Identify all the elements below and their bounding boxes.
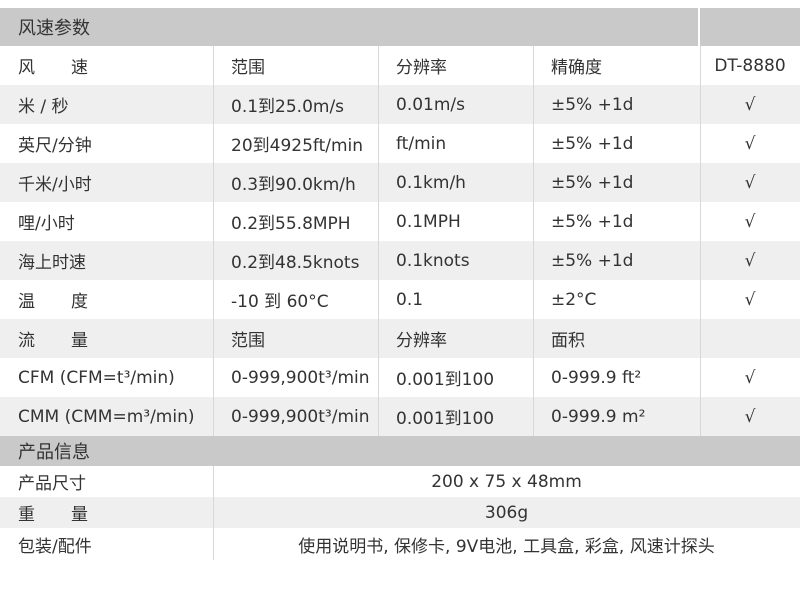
table-cell: 千米/小时: [0, 163, 213, 202]
column-divider: [378, 46, 379, 436]
column-divider: [213, 466, 214, 560]
table-cell: 范围: [213, 319, 378, 358]
table-cell: 0.1: [396, 289, 424, 310]
section-header-end: [700, 8, 800, 46]
table-cell: √: [700, 85, 800, 124]
table-cell: 0-999.9 ft²: [551, 367, 642, 388]
table-cell: √: [744, 133, 756, 154]
table-cell: 分辨率: [396, 58, 447, 78]
table-cell: ±5% +1d: [533, 163, 700, 202]
table-cell: 0.1knots: [378, 241, 533, 280]
table-cell: ±5% +1d: [533, 85, 700, 124]
table-cell: 英尺/分钟: [18, 136, 92, 156]
table-cell: 哩/小时: [18, 214, 75, 234]
table-cell: 米 / 秒: [0, 85, 213, 124]
table-cell: 产品尺寸: [18, 474, 86, 494]
table-cell: √: [700, 163, 800, 202]
table-cell: 精确度: [551, 58, 602, 78]
table-cell: 0.1到25.0m/s: [213, 85, 378, 124]
column-divider: [533, 46, 534, 436]
table-cell: 范围: [231, 58, 265, 78]
table-cell: 0-999.9 m²: [533, 397, 700, 436]
table-cell: 0.1km/h: [378, 163, 533, 202]
table-cell: √: [744, 211, 756, 232]
table-cell: 0.2到55.8MPH: [231, 214, 351, 234]
table-cell: ±5% +1d: [551, 211, 634, 232]
column-divider: [700, 46, 701, 436]
table-cell: ±5% +1d: [551, 133, 634, 154]
table-cell: 20到4925ft/min: [231, 136, 364, 156]
table-cell: 200 x 75 x 48mm: [431, 471, 582, 492]
table-cell: 0.01m/s: [378, 85, 533, 124]
table-cell: √: [744, 289, 756, 310]
table-cell: 面积: [533, 319, 700, 358]
table-cell: 0.001到100: [378, 397, 533, 436]
table-cell: CMM (CMM=m³/min): [0, 397, 213, 436]
table-cell: ±2°C: [551, 289, 597, 310]
column-divider: [213, 46, 214, 436]
table-cell: 海上时速: [0, 241, 213, 280]
table-cell: 分辨率: [378, 319, 533, 358]
table-cell: 0-999,900t³/min: [231, 367, 370, 388]
table-cell: 306g: [213, 497, 800, 528]
table-cell: 温 度: [18, 292, 104, 312]
table-cell: ±5% +1d: [533, 241, 700, 280]
table-cell: 流 量: [0, 319, 213, 358]
table-cell: √: [700, 241, 800, 280]
table-cell: 0.2到48.5knots: [213, 241, 378, 280]
section-header: 产品信息: [0, 436, 800, 466]
table-cell: ft/min: [396, 133, 447, 154]
table-cell: √: [700, 397, 800, 436]
table-cell: 0-999,900t³/min: [213, 397, 378, 436]
table-cell: 0.1MPH: [396, 211, 461, 232]
table-cell: 重 量: [0, 497, 213, 528]
table-cell: 包装/配件: [18, 536, 92, 557]
table-cell: 0.3到90.0km/h: [213, 163, 378, 202]
table-cell: 0.001到100: [396, 370, 495, 390]
table-cell: √: [744, 367, 756, 388]
section-header: 风速参数: [0, 8, 698, 46]
table-cell: CFM (CFM=t³/min): [18, 367, 175, 388]
table-cell: 使用说明书, 保修卡, 9V电池, 工具盒, 彩盒, 风速计探头: [298, 536, 715, 557]
table-cell: 风 速: [18, 58, 104, 78]
table-cell: -10 到 60°C: [231, 292, 329, 312]
table-cell: [700, 319, 800, 358]
table-cell: DT-8880: [714, 55, 786, 76]
